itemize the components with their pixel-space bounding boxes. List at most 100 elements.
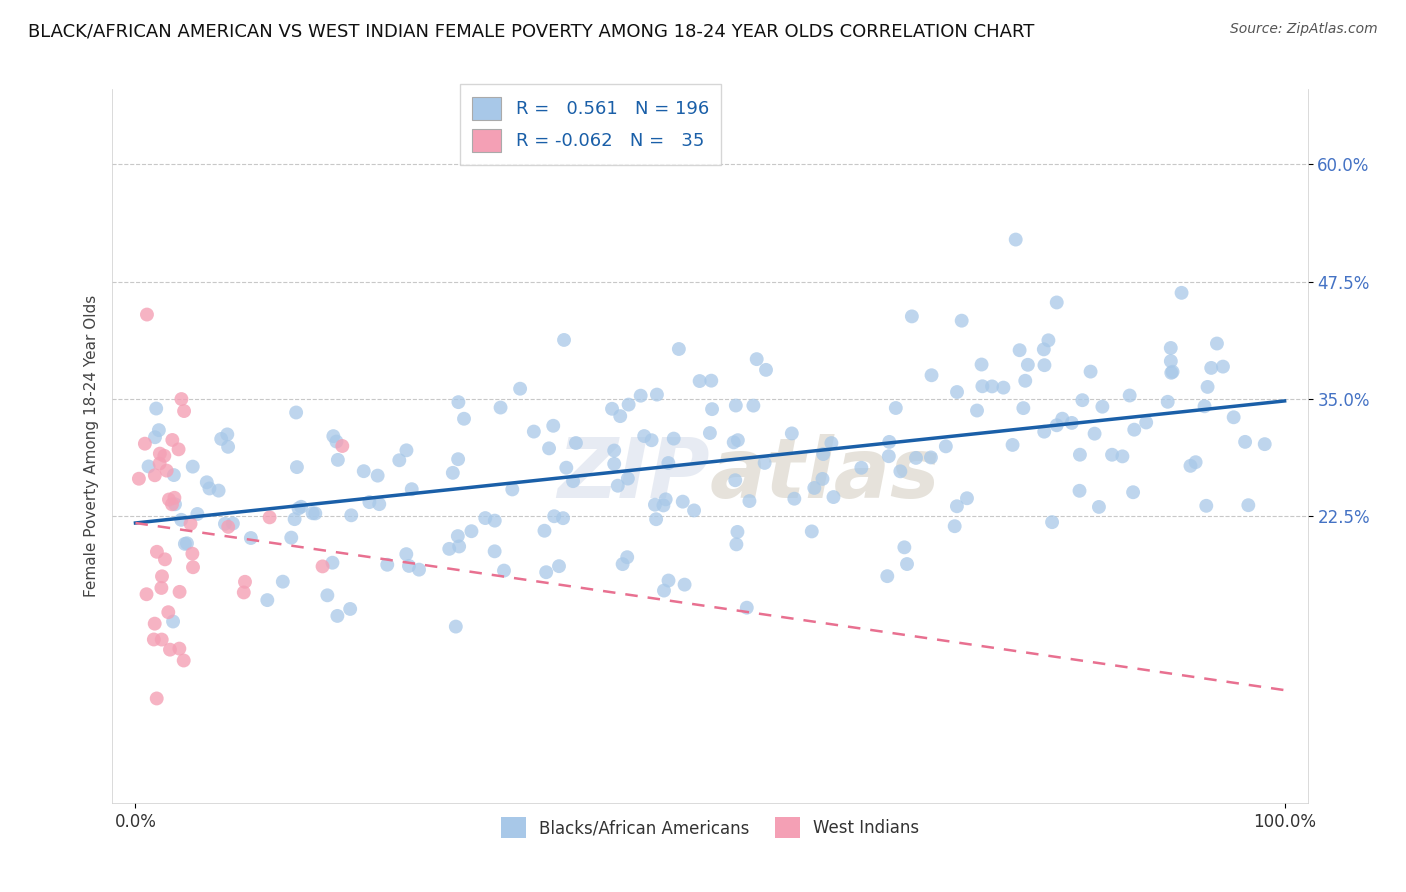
Point xyxy=(195,475,218,490)
Point xyxy=(820,436,842,450)
Point xyxy=(1088,500,1111,514)
Point xyxy=(280,531,302,545)
Text: atlas: atlas xyxy=(710,434,941,515)
Point xyxy=(1160,341,1182,355)
Point xyxy=(180,516,202,531)
Point xyxy=(1195,499,1218,513)
Point xyxy=(170,392,193,406)
Point xyxy=(783,491,806,506)
Point xyxy=(284,512,307,526)
Point xyxy=(150,581,173,595)
Point xyxy=(562,474,585,488)
Point xyxy=(950,313,973,327)
Point xyxy=(1046,295,1069,310)
Point xyxy=(163,491,186,505)
Point xyxy=(128,472,150,486)
Point xyxy=(725,524,748,539)
Point xyxy=(645,512,668,526)
Point xyxy=(754,456,776,470)
Point xyxy=(724,399,747,413)
Point xyxy=(163,497,186,511)
Point xyxy=(1033,425,1056,439)
Point xyxy=(217,520,239,534)
Point xyxy=(1069,448,1091,462)
Point xyxy=(553,333,575,347)
Point xyxy=(145,401,167,416)
Point xyxy=(157,492,180,507)
Point xyxy=(398,558,420,573)
Point xyxy=(943,519,966,533)
Point xyxy=(301,506,323,520)
Point xyxy=(233,574,256,589)
Point xyxy=(609,409,631,424)
Point xyxy=(644,498,666,512)
Point xyxy=(699,425,721,440)
Point xyxy=(159,642,181,657)
Point xyxy=(920,450,942,465)
Point xyxy=(1180,458,1202,473)
Point xyxy=(1197,380,1219,394)
Point xyxy=(823,490,845,504)
Point xyxy=(700,374,723,388)
Point xyxy=(162,433,184,447)
Point xyxy=(169,641,191,656)
Point xyxy=(1033,358,1056,372)
Point xyxy=(325,434,347,449)
Point xyxy=(439,541,461,556)
Point xyxy=(724,473,747,487)
Point xyxy=(408,563,430,577)
Point xyxy=(1008,343,1031,358)
Point xyxy=(501,483,523,497)
Point xyxy=(157,605,180,619)
Point xyxy=(630,389,652,403)
Point xyxy=(170,513,193,527)
Point xyxy=(652,499,675,513)
Point xyxy=(534,565,557,579)
Point xyxy=(173,404,195,418)
Point xyxy=(330,439,353,453)
Point xyxy=(541,418,564,433)
Point xyxy=(388,453,411,467)
Point xyxy=(321,556,343,570)
Point xyxy=(232,585,254,599)
Point xyxy=(745,352,768,367)
Point xyxy=(1060,416,1083,430)
Legend: Blacks/African Americans, West Indians: Blacks/African Americans, West Indians xyxy=(495,811,925,845)
Point xyxy=(143,468,166,483)
Point xyxy=(474,511,496,525)
Point xyxy=(1199,360,1222,375)
Point xyxy=(367,468,389,483)
Point xyxy=(198,482,221,496)
Point xyxy=(662,432,685,446)
Point xyxy=(239,531,262,545)
Point xyxy=(484,514,506,528)
Point xyxy=(447,452,470,467)
Point xyxy=(401,482,423,496)
Point xyxy=(217,440,239,454)
Point xyxy=(285,405,308,419)
Point xyxy=(538,442,561,456)
Point xyxy=(153,449,176,463)
Point xyxy=(181,560,204,574)
Point xyxy=(326,453,349,467)
Point xyxy=(896,557,918,571)
Point xyxy=(738,494,761,508)
Point xyxy=(668,342,690,356)
Point xyxy=(889,464,911,478)
Point xyxy=(146,545,169,559)
Point xyxy=(901,310,924,324)
Point xyxy=(689,374,711,388)
Point xyxy=(946,500,969,514)
Point xyxy=(156,464,179,478)
Point xyxy=(735,600,758,615)
Point xyxy=(1111,450,1133,464)
Point xyxy=(368,497,391,511)
Point xyxy=(616,550,638,565)
Point xyxy=(606,479,628,493)
Point xyxy=(811,472,834,486)
Point xyxy=(612,557,634,571)
Point xyxy=(316,588,339,602)
Point xyxy=(217,427,239,442)
Point xyxy=(1069,483,1091,498)
Point xyxy=(956,491,979,506)
